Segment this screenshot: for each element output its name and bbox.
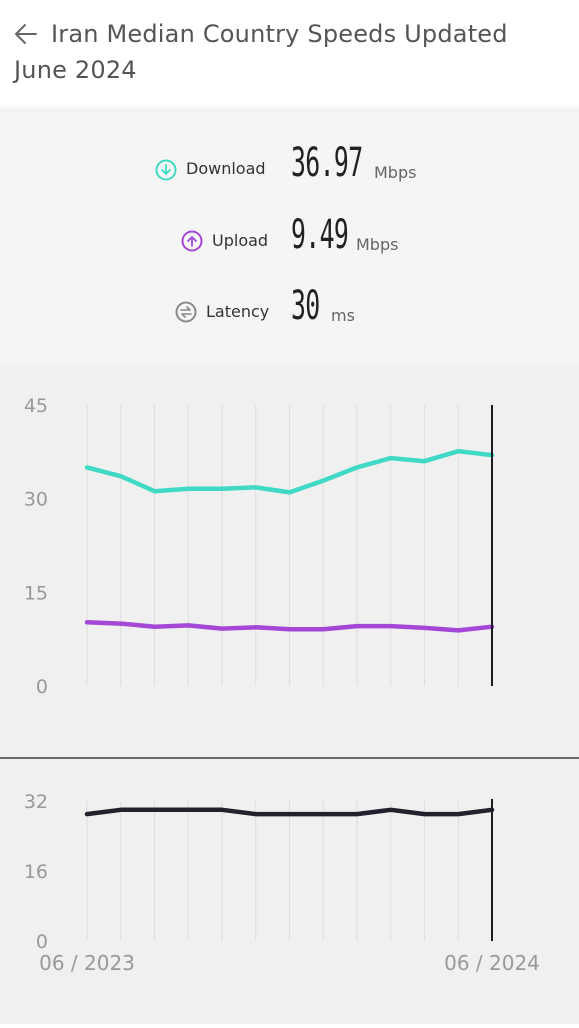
title-line2: June 2024 <box>14 56 137 84</box>
header: Iran Median Country Speeds Updated June … <box>0 0 579 112</box>
speed-chart-svg: 0 15 30 45 <box>24 395 495 698</box>
arrow-up-circle-icon <box>181 230 203 252</box>
latency-stat: Latency 30 ms <box>0 283 579 337</box>
speed-chart: 0 15 30 45 <box>0 363 579 758</box>
chart-divider <box>0 757 579 759</box>
download-value: 36.97 <box>291 140 363 186</box>
latency-chart-svg: 0 16 32 06 / 2023 06 / 2024 <box>24 791 540 975</box>
latency-chart-series-line-0 <box>84 807 495 817</box>
upload-label: Upload <box>212 231 269 250</box>
upload-value: 9.49 <box>291 212 349 258</box>
latency-chart-ytick-label: 32 <box>24 791 48 813</box>
latency-chart-ytick-label: 0 <box>36 931 48 953</box>
page-title: Iran Median Country Speeds Updated June … <box>14 16 508 88</box>
stats-panel: Download 36.97 Mbps Upload 9.49 Mbps Lat… <box>0 112 579 363</box>
latency-chart: 0 16 32 06 / 2023 06 / 2024 <box>0 759 579 1024</box>
download-stat: Download 36.97 Mbps <box>0 140 579 194</box>
title-line1: Iran Median Country Speeds Updated <box>51 20 508 48</box>
latency-chart-ytick-label: 16 <box>24 861 48 883</box>
download-label: Download <box>186 159 266 178</box>
speed-chart-ytick-label: 30 <box>24 489 48 511</box>
latency-chart-xtick-label: 06 / 2023 <box>39 951 135 975</box>
upload-unit: Mbps <box>356 235 399 254</box>
latency-arrows-icon <box>175 301 197 323</box>
speed-chart-ytick-label: 15 <box>24 582 48 604</box>
speed-chart-series-line-0 <box>84 448 495 495</box>
speed-chart-ytick-label: 0 <box>36 676 48 698</box>
speed-chart-ytick-label: 45 <box>24 395 48 417</box>
latency-label: Latency <box>206 302 270 321</box>
header-shadow <box>0 104 579 114</box>
latency-unit: ms <box>331 306 355 325</box>
latency-value: 30 <box>291 283 320 329</box>
latency-chart-xtick-label: 06 / 2024 <box>444 951 540 975</box>
download-unit: Mbps <box>374 163 417 182</box>
speed-chart-series-line-1 <box>84 620 495 633</box>
back-arrow-icon[interactable] <box>12 16 40 52</box>
arrow-down-circle-icon <box>155 159 177 181</box>
upload-stat: Upload 9.49 Mbps <box>0 212 579 266</box>
